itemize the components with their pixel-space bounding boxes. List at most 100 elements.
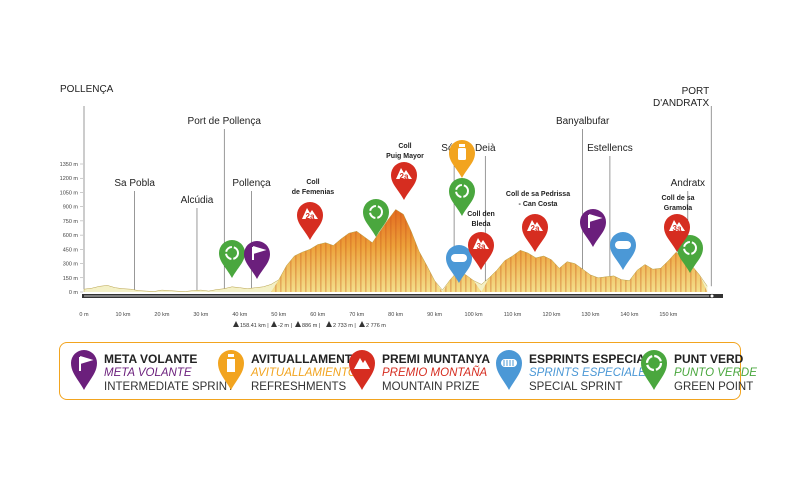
place-label: Port de Pollença (188, 116, 262, 127)
recycle-icon (641, 350, 667, 390)
place-label: Banyalbufar (556, 116, 610, 127)
x-tick-label: 0 m (79, 312, 89, 318)
special-sprint-icon (615, 241, 631, 249)
legend-label-main: PUNT VERD (674, 352, 744, 366)
mountain-pin: 2a (391, 162, 417, 200)
climb-category-label: 3a (477, 242, 486, 251)
x-tick-label: 50 km (271, 312, 286, 318)
place-label: Pollença (232, 178, 271, 189)
climb-labels: Coll de Femenias Coll Puig Mayor Coll den Ble… (292, 143, 695, 228)
green-pin (363, 199, 389, 237)
special-pin (610, 232, 636, 270)
place-label: Andratx (671, 178, 705, 189)
mountain-pin: 3a (664, 214, 690, 252)
place-labels: POLLENÇA Sa Pobla Alcúdia Port de Pollença P… (60, 84, 710, 206)
green-pin-body (363, 199, 389, 237)
climb-label: Coll (306, 179, 319, 186)
x-tick-label: 80 km (388, 312, 403, 318)
x-tick-label: 130 km (581, 312, 599, 318)
refreshment-pin (449, 140, 475, 178)
elevation-stat-icon (295, 321, 301, 327)
mountain-icon (527, 220, 543, 231)
y-tick-label: 0 m (69, 290, 79, 296)
x-tick-label: 40 km (232, 312, 247, 318)
y-tick-label: 1350 m (60, 162, 79, 168)
place-label: Deià (475, 143, 496, 154)
sprint-pin (580, 209, 606, 247)
climb-label: de Femenias (292, 189, 335, 196)
climb-label: Gramola (664, 205, 693, 212)
climb-label: Coll den (467, 211, 495, 218)
legend-label-main: AVITUALLAMENT (251, 352, 353, 366)
elevation-stat-icon (326, 321, 332, 327)
elevation-stat-icon (271, 321, 277, 327)
climb-category-label: 2a (306, 212, 315, 221)
legend-label-en: GREEN POINT (674, 381, 754, 393)
x-tick-label: 140 km (620, 312, 638, 318)
climb-category-label: 2a (531, 224, 540, 233)
stat-label: 886 m | (302, 323, 320, 329)
y-tick-label: 900 m (63, 205, 79, 211)
x-tick-label: 60 km (310, 312, 325, 318)
legend-label-main: ESPRINTS ESPECIALS (529, 352, 661, 366)
mountain-icon (473, 238, 489, 249)
y-tick-label: 1050 m (60, 190, 79, 196)
place-label: PORT (682, 86, 710, 97)
elevation-stat-icon (233, 321, 239, 327)
mountain-pin: 2a (522, 214, 548, 252)
legend-label-main: META VOLANTE (104, 352, 198, 366)
place-label: Alcúdia (181, 195, 214, 206)
recycle-icon (225, 246, 239, 260)
mountain-pin-body (468, 232, 494, 270)
x-tick-label: 20 km (154, 312, 169, 318)
mountain-pin: 2a (297, 202, 323, 240)
climb-label: Bleda (471, 221, 490, 228)
special-pin (446, 245, 472, 283)
legend-label-es: PUNTO VERDE (674, 367, 757, 379)
finish-marker (709, 293, 715, 299)
elevation-area (83, 209, 708, 292)
place-label: Sa Pobla (114, 178, 155, 189)
place-label: Estellencs (587, 143, 633, 154)
x-tick-label: 30 km (193, 312, 208, 318)
legend-label-en: SPECIAL SPRINT (529, 381, 623, 393)
mountain-pin: 3a (468, 232, 494, 270)
mountain-icon (396, 168, 412, 179)
x-tick-label: 150 km (659, 312, 677, 318)
legend-label-es: SPRINTS ESPECIALES (529, 367, 654, 379)
place-label: POLLENÇA (60, 84, 114, 95)
legend-label-en: INTERMEDIATE SPRINT (104, 381, 235, 393)
x-tick-label: 10 km (115, 312, 130, 318)
stat-label: 2 776 m (366, 323, 386, 329)
climb-label: - Can Costa (519, 201, 558, 208)
climb-label: Coll de sa (661, 195, 694, 202)
stage-stats: 158.41 km | -2 m | 886 m | 2 733 m | 2 776 m (233, 321, 386, 329)
x-tick-label: 110 km (504, 312, 522, 318)
legend-label-en: REFRESHMENTS (251, 381, 347, 393)
climb-label: Coll de sa Pedrissa (506, 191, 570, 198)
elevation-outline (83, 209, 708, 292)
bottle-icon (218, 350, 244, 390)
mountain-icon (669, 220, 685, 231)
legend-label-es: AVITUALLAMIENTO (251, 367, 357, 379)
elevation-texture (84, 209, 708, 292)
bottle-cap-icon (459, 144, 465, 147)
recycle-icon (369, 205, 383, 219)
mountain-icon (349, 350, 375, 390)
special-sprint-icon (451, 254, 467, 262)
y-tick-label: 750 m (63, 219, 79, 225)
sprint-pin-body (580, 209, 606, 247)
y-tick-label: 150 m (63, 276, 79, 282)
marker-pins: 2a 2a 3a 2a 3a (219, 140, 703, 283)
sprint-flag-icon (588, 214, 603, 228)
place-label: D'ANDRATX (653, 98, 710, 109)
stat-label: 158.41 km | (240, 323, 269, 329)
y-axis-ticks: 0 m 150 m 300 m 450 m 600 m 750 m 900 m 1050 m 1… (60, 162, 83, 296)
bottle-icon (458, 148, 466, 160)
legend-label-main: PREMI MUNTANYA (382, 352, 491, 366)
stage-profile-chart: 0 m 150 m 300 m 450 m 600 m 750 m 900 m 1050 m 1… (60, 84, 723, 329)
green-pin-body (449, 178, 475, 216)
sprint-flag-icon (252, 246, 267, 260)
green-pin (449, 178, 475, 216)
climb-category-label: 3a (673, 224, 682, 233)
